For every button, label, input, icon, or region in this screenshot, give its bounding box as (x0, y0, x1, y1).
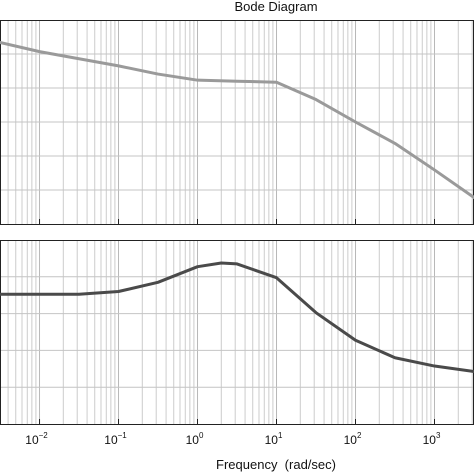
chart-title: Bode Diagram (234, 0, 317, 14)
x-axis-label: Frequency (rad/sec) (216, 457, 336, 472)
x-tick-label: 103 (423, 431, 441, 447)
x-tick-label: 102 (344, 431, 362, 447)
plot-frame (0, 240, 474, 425)
x-tick-label: 100 (186, 431, 204, 447)
x-tick-labels: 10−2 10−1 100 101 102 103 (25, 431, 441, 447)
x-tick-label: 10−1 (104, 431, 127, 447)
x-tick-label: 10−2 (25, 431, 48, 447)
x-tick-label: 101 (265, 431, 283, 447)
series-line (0, 261, 474, 374)
series-line (0, 40, 474, 199)
magnitude-panel (0, 20, 474, 225)
phase-panel (0, 240, 474, 425)
